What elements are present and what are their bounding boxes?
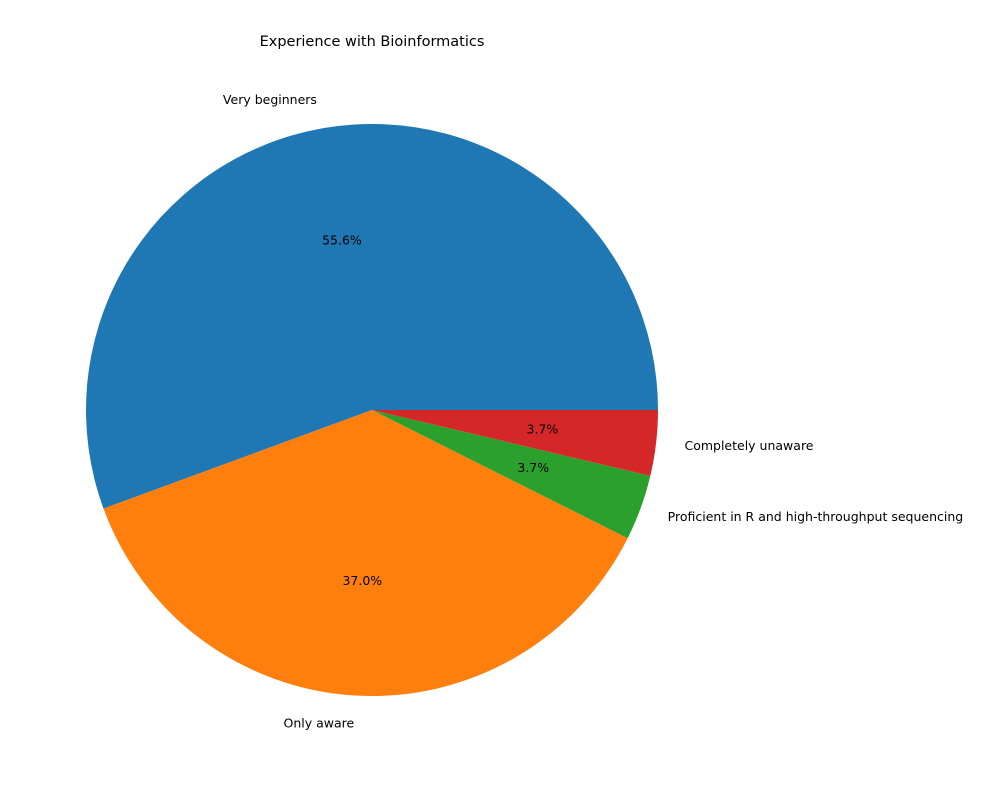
slice-label-only-aware: Only aware <box>284 716 355 731</box>
pie-slice-only-aware <box>103 410 628 697</box>
slices-group <box>85 123 658 697</box>
pct-label-very-beginners: 55.6% <box>322 233 362 248</box>
pie-slice-very-beginners <box>85 123 658 509</box>
chart-title: Experience with Bioinformatics <box>260 34 485 50</box>
pie-slice-proficient-in-r-and-high-throughput-sequencing <box>372 410 651 539</box>
pct-label-proficient-in-r-and-high-throughput-sequencing: 3.7% <box>517 460 549 475</box>
slice-label-completely-unaware: Completely unaware <box>684 438 813 453</box>
pie-slice-completely-unaware <box>372 410 658 476</box>
pct-label-only-aware: 37.0% <box>342 573 382 588</box>
labels-group: Very beginners 55.6% Only aware 37.0% Profic… <box>223 92 963 731</box>
slice-label-proficient-in-r-and-high-throughput-sequencing: Proficient in R and high-throughput sequ… <box>668 509 964 524</box>
pct-label-completely-unaware: 3.7% <box>527 421 559 436</box>
slice-label-very-beginners: Very beginners <box>223 92 317 107</box>
